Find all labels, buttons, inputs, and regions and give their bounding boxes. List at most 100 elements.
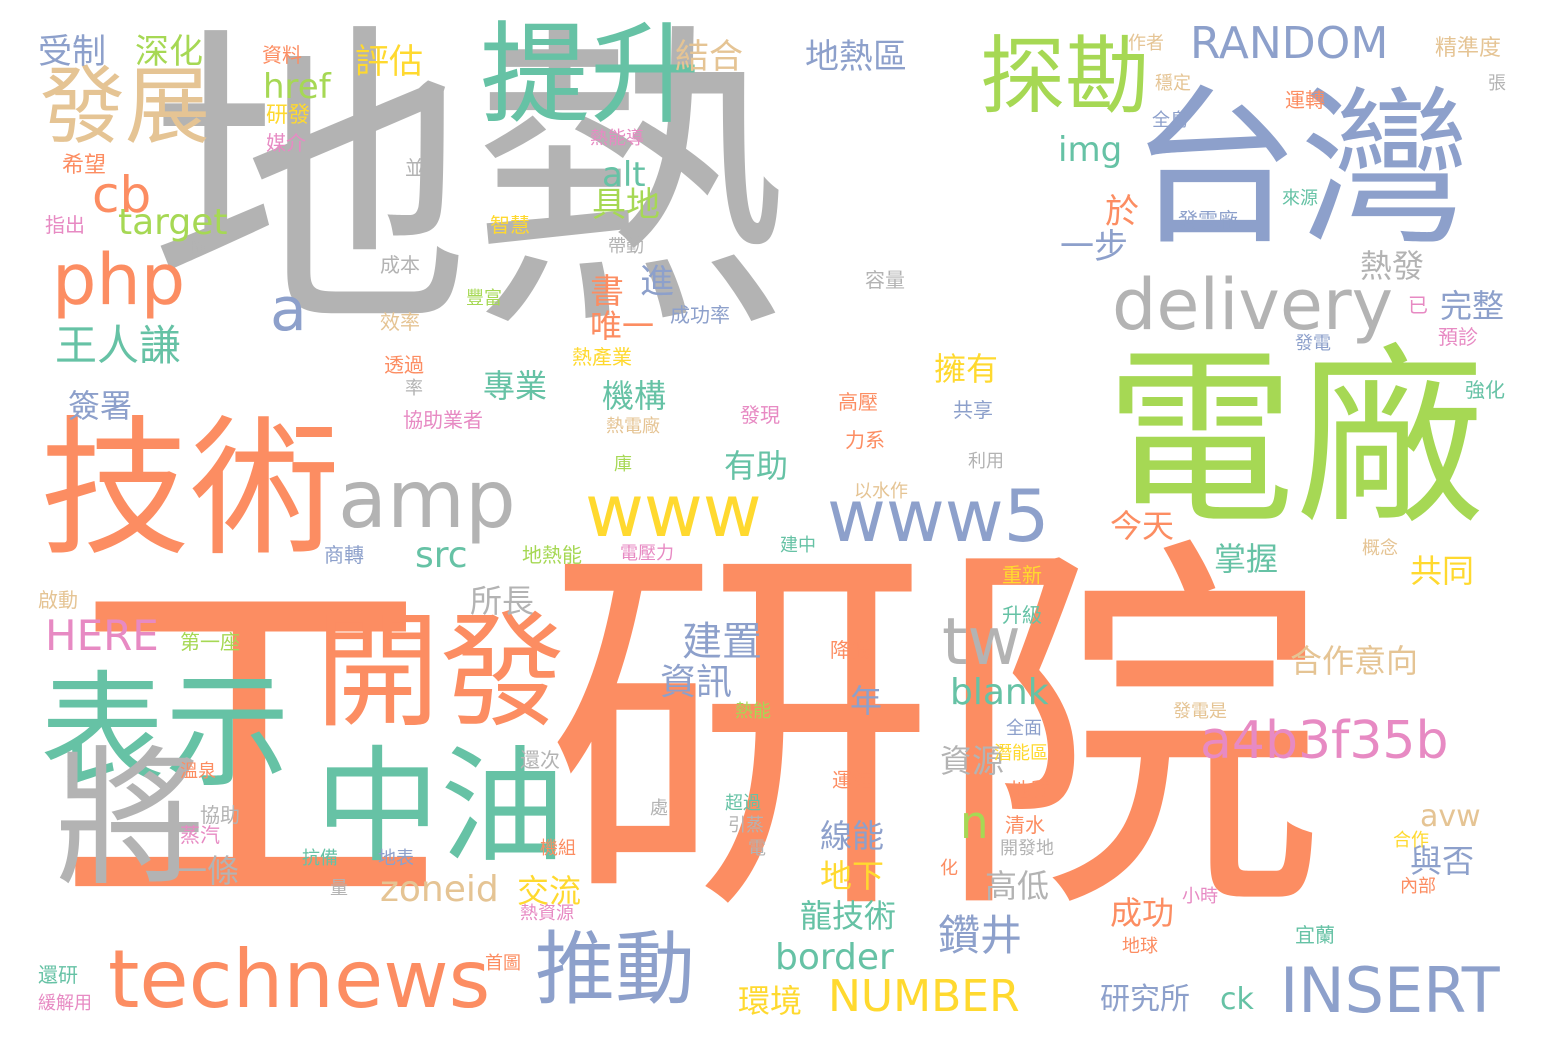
word-8: 中油	[315, 735, 565, 880]
word-155: 概念	[1362, 538, 1398, 559]
word-151: 已	[1408, 293, 1428, 317]
word-68: 資源	[940, 742, 1005, 780]
word-145: 精準度	[1435, 36, 1502, 61]
word-125: 清水	[1005, 813, 1045, 837]
word-81: 希望	[62, 153, 107, 178]
word-technews: technews	[108, 933, 491, 1026]
word-72: 地下	[820, 857, 885, 895]
word-134: 還研	[38, 963, 78, 987]
word-115: 潛能區	[994, 743, 1048, 764]
word-28: 王人謙	[55, 321, 182, 370]
word-href: href	[263, 67, 331, 107]
word-156: 匯	[190, 238, 207, 257]
word-102: 庫	[614, 454, 632, 475]
word-91: 容量	[865, 268, 905, 292]
word-141: 內部	[1400, 876, 1436, 897]
word-150: 發電廠	[1178, 208, 1238, 232]
word-65: 共同	[1410, 552, 1475, 590]
word-153: 發電	[1295, 333, 1331, 354]
word-96: 熱電廠	[606, 416, 660, 437]
word-random: RANDOM	[1190, 18, 1389, 69]
word-94: 率	[405, 378, 423, 399]
word-amp: amp	[338, 453, 516, 546]
word-0: 地熱	[150, 0, 790, 371]
word-75: 成功	[1110, 894, 1175, 932]
word-101: 利用	[968, 451, 1004, 472]
word-number: NUMBER	[828, 971, 1020, 1022]
word-6: 開發	[315, 600, 565, 745]
word-78: 資料	[262, 43, 302, 67]
word-54: 完整	[1440, 287, 1505, 325]
word-99: 力系	[845, 428, 885, 452]
word-109: 啟動	[38, 588, 78, 612]
word-img: img	[1058, 130, 1123, 170]
word-88: 豐富	[466, 288, 502, 309]
word-130: 地表	[378, 848, 414, 869]
word-63: 今天	[1110, 507, 1175, 545]
word-120: 地質	[1010, 778, 1050, 802]
word-7: 表示	[40, 660, 290, 805]
word-74: 交流	[517, 872, 582, 910]
word-a4b3f35b: a4b3f35b	[1200, 711, 1449, 771]
word-44: 資訊	[660, 662, 733, 703]
word-56: 進	[640, 262, 674, 302]
word-131: 化	[940, 858, 958, 879]
word-alt: alt	[602, 155, 646, 195]
word-n: n	[960, 796, 989, 849]
word-57: 唯一	[590, 307, 655, 345]
word-51: 於	[1105, 192, 1139, 232]
word-126: 電	[748, 838, 766, 859]
word-108: 重新	[1002, 563, 1042, 587]
word-40: 合作意向	[1290, 642, 1419, 680]
word-107: 電壓力	[620, 543, 674, 564]
word-148: 全島	[1152, 110, 1188, 131]
word-114: 全面	[1006, 718, 1042, 739]
word-84: 熱能導	[590, 128, 644, 149]
word-133: 量	[330, 878, 348, 899]
word-152: 預診	[1438, 325, 1478, 349]
word-127: 機組	[540, 838, 576, 859]
word-48: 受制	[38, 32, 106, 72]
word-87: 成本	[380, 253, 420, 277]
word-129: 抗備	[302, 848, 338, 869]
word-85: 智慧	[490, 213, 530, 237]
word-71: 一條	[175, 852, 240, 890]
word-ck: ck	[1220, 982, 1254, 1017]
word-5: 技術	[40, 403, 341, 577]
word-119: 運維	[832, 768, 872, 792]
word-target: target	[118, 202, 228, 243]
word-79: 研發	[266, 103, 311, 128]
word-138: 小時	[1182, 886, 1218, 907]
word-111: 降低	[830, 638, 870, 662]
word-border: border	[775, 937, 894, 978]
word-117: 溫泉	[180, 761, 216, 782]
word-136: 緩解用	[38, 993, 92, 1014]
word-41: 研究所	[1100, 982, 1190, 1017]
word-11: 探勘	[980, 28, 1151, 127]
word-92: 透過	[384, 353, 424, 377]
word-139: 宜蘭	[1295, 923, 1335, 947]
word-77: 環境	[738, 982, 803, 1020]
word-60: 擁有	[934, 350, 999, 388]
word-4: 台灣	[1130, 71, 1471, 269]
word-142: 發電是	[1173, 701, 1227, 722]
word-43: 建置	[682, 619, 762, 665]
word-122: 蒸汽	[180, 823, 220, 847]
word-103: 以水作	[854, 481, 908, 502]
word-110: 第一座	[180, 630, 240, 654]
word-49: 深化	[135, 32, 203, 72]
word-140: 合作	[1393, 830, 1429, 851]
word-php: php	[52, 239, 186, 321]
word-avw: avw	[1420, 799, 1481, 834]
word-9: 將	[55, 733, 206, 907]
word-118: 協助	[200, 803, 240, 827]
word-46: 結合	[675, 37, 743, 77]
word-3: 電廠	[1105, 329, 1486, 550]
word-93: 熱產業	[572, 345, 632, 369]
word-69: 線能	[820, 817, 885, 855]
word-cb: cb	[92, 166, 152, 224]
word-55: 書	[590, 272, 624, 312]
word-123: 引蒸	[728, 815, 764, 836]
word-59: 機構	[602, 377, 667, 415]
